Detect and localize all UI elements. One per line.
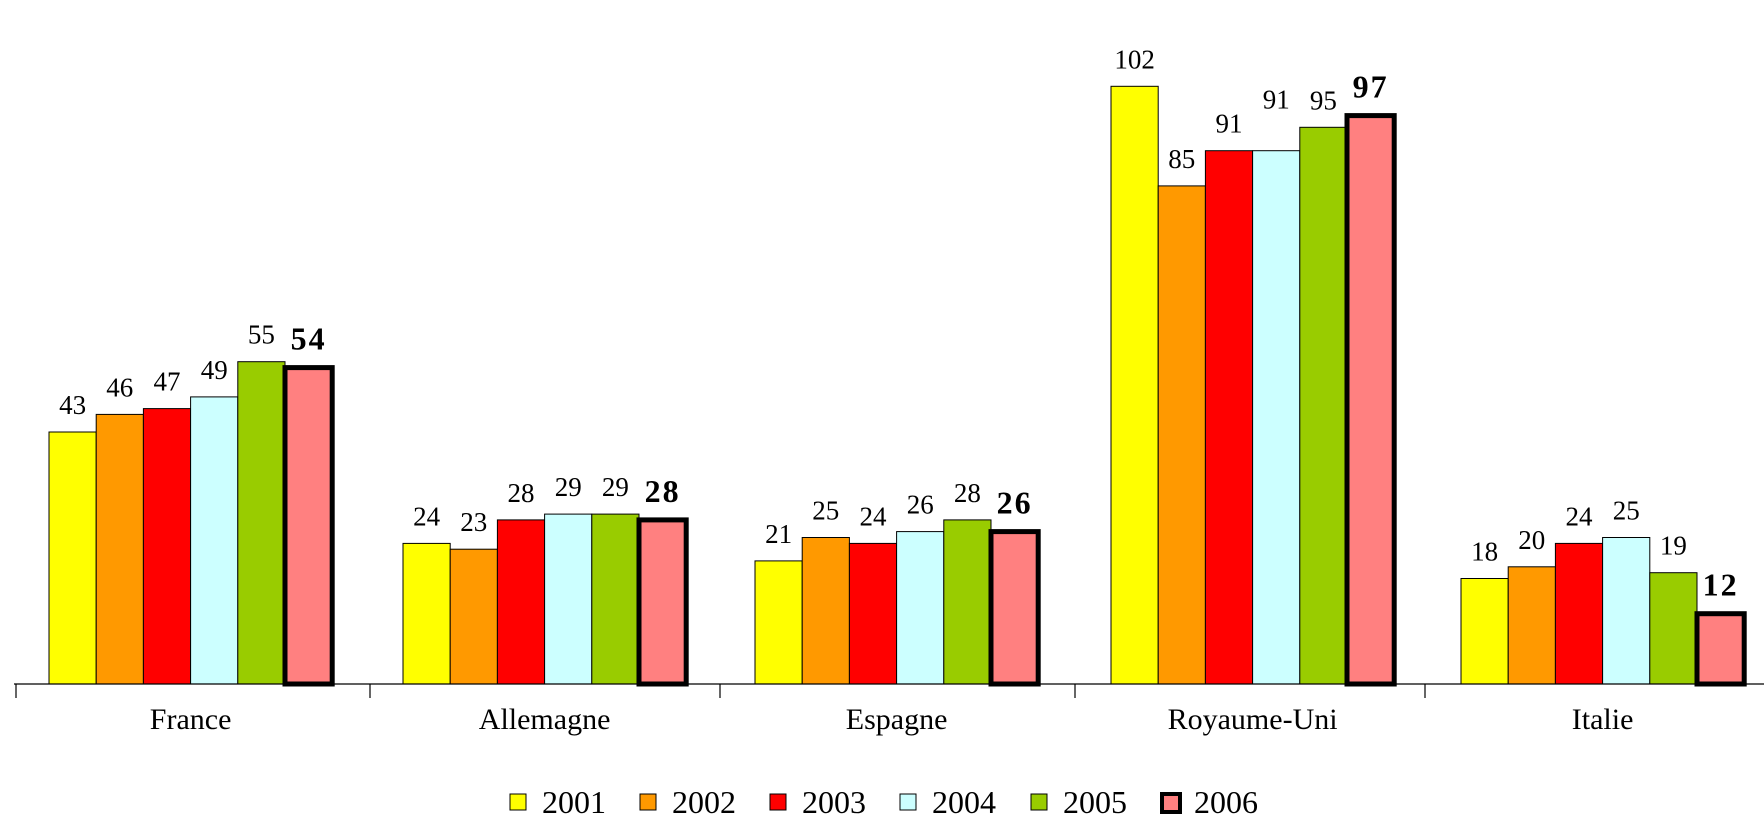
category-label-allemagne: Allemagne: [479, 703, 611, 736]
value-label-espagne-2006: 26: [997, 485, 1033, 521]
bar-france-2002: [95, 413, 144, 685]
value-label-espagne-2002: 25: [812, 496, 839, 526]
bar-espagne-2003: [848, 542, 898, 685]
bar-france-2001: [48, 431, 97, 685]
value-label-italie-2002: 20: [1518, 525, 1545, 555]
legend: 2001 2002 2003 2004 2005 2006: [509, 784, 1258, 820]
legend-swatch-2003: [769, 793, 787, 811]
legend-label-2001: 2001: [542, 784, 606, 820]
x-axis: France Allemagne Espagne Royaume-Uni Italie: [14, 683, 1764, 736]
bar-allemagne-2002: [449, 548, 498, 685]
bar-espagne-2001: [754, 560, 803, 685]
value-label-espagne-2004: 26: [907, 490, 934, 520]
bar-royaume-uni-2006: [1344, 113, 1397, 687]
bar-allemagne-2001: [402, 542, 451, 685]
bar-espagne-2002: [801, 537, 850, 685]
value-label-italie-2006: 12: [1703, 567, 1739, 603]
value-label-espagne-2001: 21: [765, 519, 792, 549]
legend-label-2006: 2006: [1194, 784, 1258, 820]
value-label-italie-2005: 19: [1660, 531, 1687, 561]
bar-espagne-2004: [896, 531, 945, 685]
value-label-allemagne-2006: 28: [645, 473, 681, 509]
value-label-france-2004: 49: [201, 355, 228, 385]
bar-france-2003: [142, 408, 192, 685]
value-label-france-2003: 47: [154, 367, 181, 397]
legend-label-2002: 2002: [672, 784, 736, 820]
bar-france-2005: [237, 361, 286, 685]
legend-label-2003: 2003: [802, 784, 866, 820]
legend-swatch-2002: [639, 793, 657, 811]
value-label-france-2006: 54: [291, 321, 327, 357]
value-label-france-2001: 43: [59, 390, 86, 420]
category-label-italie: Italie: [1572, 703, 1634, 736]
value-label-royaume-uni-2002: 85: [1168, 144, 1195, 174]
value-label-allemagne-2002: 23: [460, 507, 487, 537]
bar-italie-2005: [1649, 572, 1698, 685]
value-label-allemagne-2005: 29: [602, 472, 629, 502]
bar-espagne-2006: [988, 529, 1041, 687]
value-label-italie-2004: 25: [1613, 496, 1640, 526]
value-label-allemagne-2003: 28: [508, 478, 535, 508]
value-label-france-2005: 55: [248, 320, 275, 350]
bar-allemagne-2006: [636, 517, 689, 687]
legend-swatch-2005: [1030, 793, 1048, 811]
bar-royaume-uni-2003: [1204, 150, 1254, 685]
bar-royaume-uni-2001: [1110, 85, 1159, 685]
bar-royaume-uni-2004: [1252, 150, 1301, 685]
value-label-italie-2003: 24: [1566, 501, 1594, 531]
bar-italie-2001: [1460, 578, 1509, 685]
value-label-italie-2001: 18: [1471, 537, 1498, 567]
bar-italie-2004: [1602, 537, 1651, 685]
bar-france-2004: [190, 396, 239, 685]
value-label-royaume-uni-2006: 97: [1353, 69, 1389, 105]
bar-italie-2003: [1554, 542, 1604, 685]
value-label-espagne-2005: 28: [954, 478, 981, 508]
bar-france-2006: [282, 365, 335, 687]
bar-allemagne-2005: [591, 513, 640, 685]
bars-layer: [48, 85, 1747, 687]
category-label-royaume-uni: Royaume-Uni: [1168, 703, 1338, 736]
category-label-espagne: Espagne: [846, 703, 948, 736]
category-label-france: France: [150, 703, 232, 736]
value-label-france-2002: 46: [106, 372, 133, 402]
bar-italie-2006: [1694, 611, 1747, 687]
legend-label-2004: 2004: [932, 784, 996, 820]
bar-allemagne-2004: [544, 513, 593, 685]
bar-allemagne-2003: [496, 519, 546, 685]
legend-swatch-2006: [1160, 792, 1182, 814]
bar-italie-2002: [1507, 566, 1556, 685]
value-label-royaume-uni-2004: 91: [1263, 85, 1290, 115]
legend-label-2005: 2005: [1063, 784, 1127, 820]
value-label-allemagne-2004: 29: [555, 472, 582, 502]
value-label-royaume-uni-2005: 95: [1310, 85, 1337, 115]
legend-swatch-2004: [899, 793, 917, 811]
bar-royaume-uni-2005: [1299, 126, 1348, 685]
value-label-royaume-uni-2001: 102: [1114, 44, 1155, 74]
value-labels-layer: 43 46 47 49 55 54 24 23 28 29 29 28 21 25 24 26 28 26 102 8…: [59, 44, 1739, 603]
bar-espagne-2005: [943, 519, 992, 685]
bar-royaume-uni-2002: [1157, 185, 1206, 685]
value-label-royaume-uni-2003: 91: [1216, 109, 1243, 139]
value-label-espagne-2003: 24: [860, 501, 888, 531]
legend-swatch-2001: [509, 793, 527, 811]
value-label-allemagne-2001: 24: [413, 501, 441, 531]
